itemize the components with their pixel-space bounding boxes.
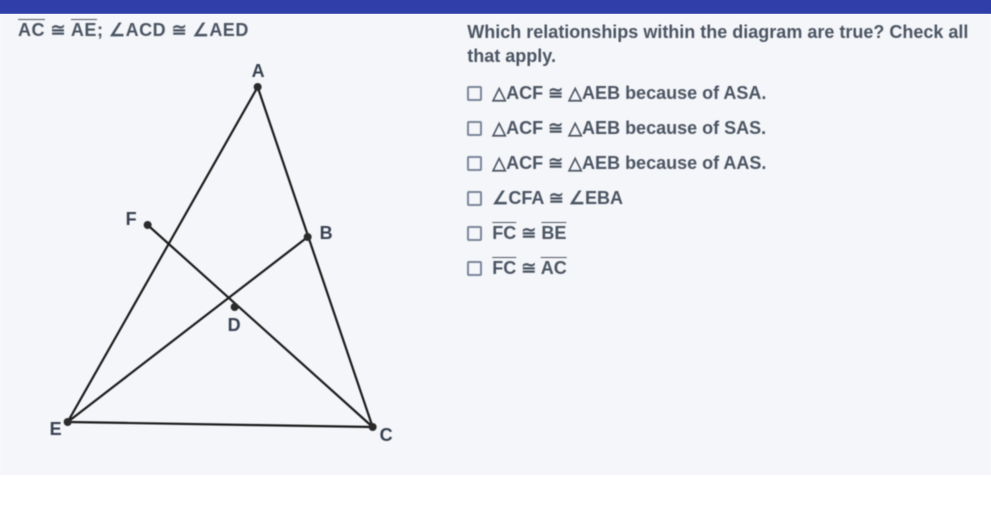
vertex-point	[304, 233, 312, 241]
option-row[interactable]: △ACF ≅ △AEB because of ASA.	[467, 83, 973, 104]
vertex-label: E	[50, 419, 62, 439]
vertex-label: D	[228, 315, 241, 335]
left-column: AC ≅ AE; ∠ACD ≅ ∠AED A F B D E C	[18, 20, 457, 457]
vertex-point	[231, 303, 239, 311]
vertex-point	[64, 418, 72, 426]
checkbox[interactable]	[467, 156, 482, 171]
window-top-bar	[0, 0, 991, 14]
segment	[68, 237, 308, 422]
option-label: FC ≅ AC	[492, 258, 566, 279]
content-panel: AC ≅ AE; ∠ACD ≅ ∠AED A F B D E C Which relati…	[0, 14, 991, 475]
segment	[68, 422, 373, 427]
vertex-label: F	[126, 209, 137, 229]
question-prompt: Which relationships within the diagram a…	[467, 20, 973, 69]
option-row[interactable]: △ACF ≅ △AEB because of AAS.	[467, 153, 973, 174]
checkbox[interactable]	[467, 121, 482, 136]
checkbox[interactable]	[467, 191, 482, 206]
geometry-diagram: A F B D E C	[18, 47, 457, 457]
segment	[68, 87, 258, 422]
option-row[interactable]: FC ≅ AC	[467, 258, 973, 279]
seg-ae: AE	[71, 20, 97, 40]
option-label: △ACF ≅ △AEB because of AAS.	[492, 153, 766, 174]
option-row[interactable]: ∠CFA ≅ ∠EBA	[467, 188, 973, 209]
vertex-point	[144, 221, 152, 229]
checkbox[interactable]	[467, 226, 482, 241]
diagram-container: A F B D E C	[18, 47, 457, 457]
vertex-point	[369, 423, 377, 431]
option-label: △ACF ≅ △AEB because of ASA.	[492, 83, 766, 104]
option-row[interactable]: △ACF ≅ △AEB because of SAS.	[467, 118, 973, 139]
seg-ac: AC	[18, 20, 45, 40]
checkbox[interactable]	[467, 261, 482, 276]
vertex-label: B	[320, 223, 333, 243]
option-label: FC ≅ BE	[492, 223, 566, 244]
option-label: △ACF ≅ △AEB because of SAS.	[492, 118, 766, 139]
vertex-label: C	[380, 425, 393, 445]
options-list: △ACF ≅ △AEB because of ASA. △ACF ≅ △AEB b…	[467, 83, 973, 279]
vertex-label: A	[252, 61, 265, 81]
vertex-point	[254, 83, 262, 91]
given-statement: AC ≅ AE; ∠ACD ≅ ∠AED	[18, 20, 457, 41]
option-row[interactable]: FC ≅ BE	[467, 223, 973, 244]
checkbox[interactable]	[467, 86, 482, 101]
option-label: ∠CFA ≅ ∠EBA	[492, 188, 623, 209]
right-column: Which relationships within the diagram a…	[457, 20, 973, 457]
